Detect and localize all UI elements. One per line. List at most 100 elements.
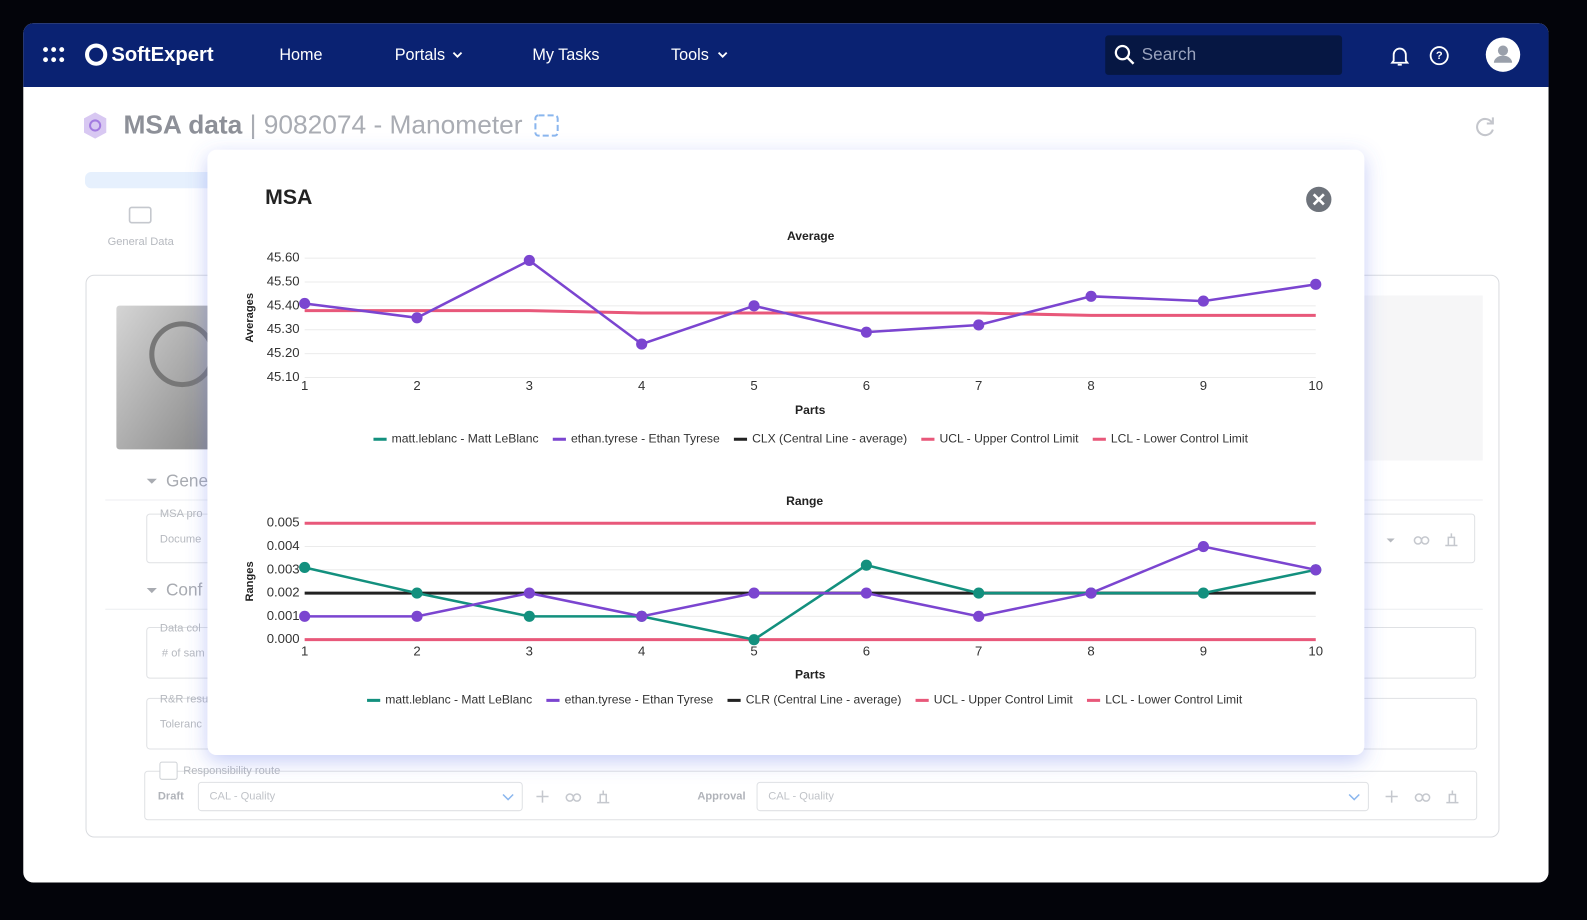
nav-item[interactable]: Tools	[671, 46, 709, 64]
x-tick-label: 6	[863, 378, 870, 393]
legend-label: UCL - Upper Control Limit	[934, 693, 1074, 707]
legend-label: ethan.tyrese - Ethan Tyrese	[565, 693, 714, 707]
y-tick-label: 0.005	[267, 515, 300, 530]
checkbox[interactable]	[159, 761, 178, 780]
x-tick-label: 2	[413, 643, 420, 658]
x-tick-label: 5	[750, 378, 757, 393]
field-value: # of sam	[162, 648, 205, 660]
y-tick-label: 0.002	[267, 585, 300, 600]
select[interactable]	[197, 781, 523, 812]
data-point	[1197, 540, 1209, 553]
brand[interactable]: SoftExpert	[111, 44, 214, 66]
refresh-icon[interactable]	[1476, 117, 1494, 137]
chevron	[452, 51, 463, 58]
data-point	[411, 610, 423, 622]
series-line	[304, 545, 1317, 618]
data-point	[1197, 587, 1209, 599]
chart: Range Ranges Parts 0.000 0.001 0.002 0.003 0.00…	[244, 494, 1323, 706]
data-point	[636, 338, 648, 350]
avatar-glyph	[1493, 55, 1513, 63]
select-value: CAL - Quality	[768, 790, 834, 802]
y-tick-label: 45.20	[267, 345, 300, 360]
legend-label: CLR (Central Line - average)	[746, 693, 902, 707]
field-box	[1345, 513, 1476, 564]
modal-title: MSA	[265, 185, 312, 209]
chart-title: Average	[787, 229, 835, 243]
data-point	[636, 610, 648, 622]
help-glyph: ?	[1436, 50, 1443, 62]
data-point	[523, 587, 535, 599]
tab-label[interactable]: General Data	[108, 236, 175, 248]
search-icon	[1126, 56, 1135, 65]
avatar-glyph	[1497, 45, 1509, 56]
search-box[interactable]	[1105, 35, 1343, 75]
data-point	[1310, 564, 1322, 576]
data-point	[1085, 290, 1097, 302]
select[interactable]	[756, 781, 1369, 812]
title-sub: | 9082074 - Manometer	[250, 109, 523, 139]
y-tick-label: 45.40	[267, 297, 300, 312]
x-tick-label: 3	[526, 643, 533, 658]
field-label: Draft	[158, 790, 184, 802]
x-tick-label: 10	[1308, 643, 1323, 658]
y-axis-label: Averages	[244, 293, 256, 343]
x-tick-label: 8	[1087, 378, 1094, 393]
help-icon[interactable]	[1429, 46, 1449, 66]
y-tick-label: 45.50	[267, 273, 300, 288]
search-icon	[1114, 44, 1131, 61]
legend-label: LCL - Lower Control Limit	[1105, 693, 1243, 707]
x-tick-label: 8	[1087, 643, 1094, 658]
y-axis-label: Ranges	[244, 561, 256, 601]
select-value: CAL - Quality	[210, 790, 276, 802]
y-tick-label: 45.10	[267, 369, 300, 384]
tab-strip	[85, 172, 217, 189]
modal	[207, 149, 1365, 756]
chart: Average Averages Parts 45.10 45.20 45.30 45.40…	[244, 229, 1323, 445]
x-tick-label: 7	[975, 643, 982, 658]
data-point	[860, 587, 872, 599]
x-tick-label: 4	[638, 378, 645, 393]
data-point	[860, 559, 872, 571]
data-point	[299, 561, 311, 574]
x-tick-label: 2	[413, 378, 420, 393]
y-tick-label: 0.004	[267, 538, 300, 553]
data-point	[299, 297, 311, 310]
tab-icon	[128, 206, 152, 224]
dropdown-arrow[interactable]	[1386, 538, 1395, 543]
charts: Average Averages Parts 45.10 45.20 45.30 45.40…	[244, 229, 1323, 707]
data-point	[1310, 278, 1322, 290]
nav-item[interactable]: My Tasks	[532, 46, 599, 64]
y-tick-label: 0.000	[267, 631, 300, 646]
legend-label: CLX (Central Line - average)	[752, 431, 907, 445]
data-point	[299, 610, 311, 622]
apps-icon[interactable]	[43, 47, 65, 63]
action-icons[interactable]	[536, 533, 1459, 804]
field-label: Approval	[697, 790, 745, 802]
data-point	[973, 587, 985, 599]
data-point	[523, 254, 535, 267]
legend: matt.leblanc - Matt LeBlanc ethan.tyrese …	[373, 431, 1249, 445]
edit-icon[interactable]	[534, 114, 559, 137]
field-value: Toleranc	[160, 719, 202, 731]
legend-label: matt.leblanc - Matt LeBlanc	[385, 693, 532, 707]
data-point	[973, 319, 985, 331]
data-point	[748, 634, 760, 646]
chart-title: Range	[786, 494, 823, 508]
x-tick-label: 7	[975, 378, 982, 393]
data-point	[1197, 295, 1209, 307]
x-tick-label: 9	[1200, 643, 1207, 658]
x-tick-label: 3	[526, 378, 533, 393]
nav-item[interactable]: Home	[279, 46, 322, 64]
x-tick-label: 10	[1308, 378, 1323, 393]
legend-label: matt.leblanc - Matt LeBlanc	[392, 431, 539, 445]
x-tick-label: 4	[638, 643, 645, 658]
chevron	[717, 51, 728, 58]
nav-item[interactable]: Portals	[395, 46, 445, 64]
bell-icon[interactable]	[1390, 47, 1410, 66]
info-panel	[1346, 295, 1483, 461]
field-label: Responsibility route	[183, 765, 280, 777]
dropdown-arrow	[502, 793, 514, 801]
data-point	[973, 610, 985, 622]
